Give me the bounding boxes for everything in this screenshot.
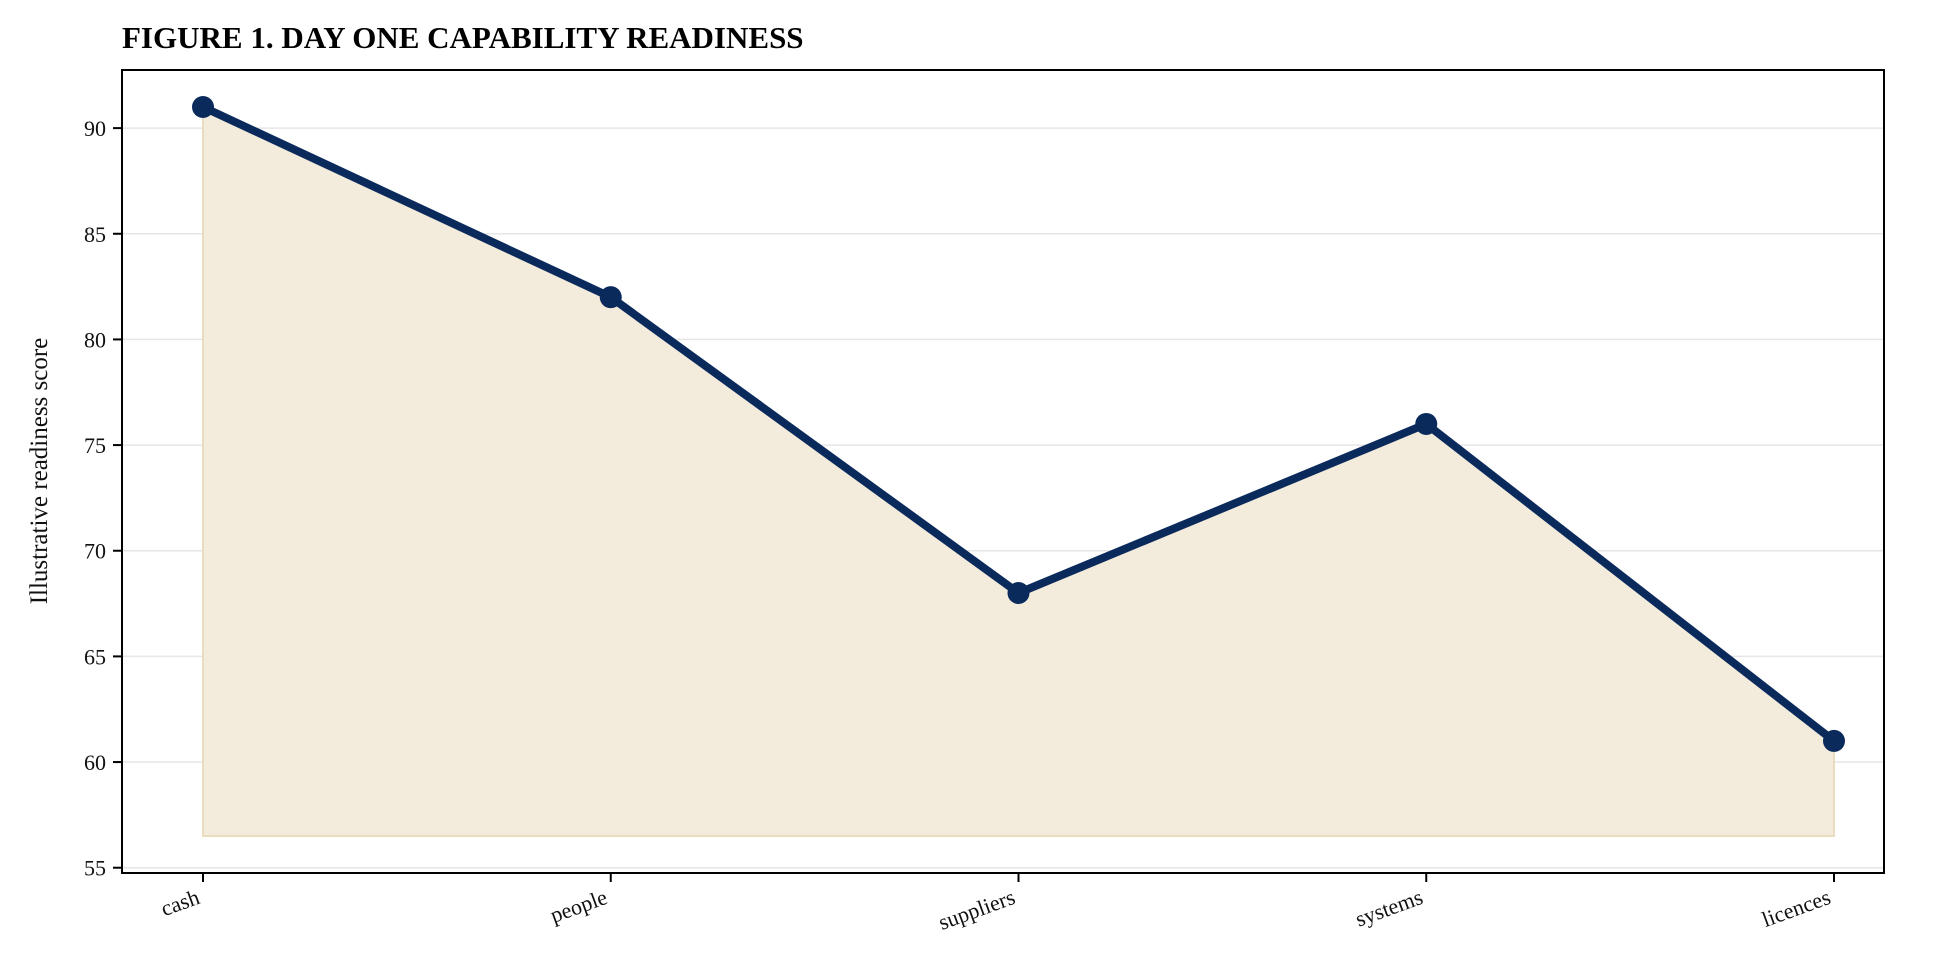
data-point-suppliers — [1007, 582, 1030, 605]
y-tick-label: 55 — [84, 856, 106, 881]
data-point-cash — [192, 95, 214, 118]
chart-title: FIGURE 1. DAY ONE CAPABILITY READINESS — [122, 20, 804, 55]
area-layer — [202, 105, 1835, 838]
y-tick-label: 85 — [84, 222, 106, 247]
data-point-people — [599, 286, 622, 309]
plot-frame — [121, 69, 1885, 874]
y-tick-label: 80 — [84, 327, 106, 352]
x-tick-label-cash: cash — [157, 884, 202, 921]
x-axis-ticks: cash people suppliers systems licences — [157, 873, 1835, 935]
y-tick-label: 75 — [84, 433, 106, 458]
marker-layer — [192, 95, 1845, 752]
y-tick-label: 65 — [84, 644, 106, 669]
area-fill — [202, 105, 1835, 838]
y-tick-label: 90 — [84, 116, 106, 141]
y-axis-label: Illustrative readiness score — [26, 338, 53, 605]
x-tick-label-suppliers: suppliers — [935, 884, 1018, 935]
data-point-systems — [1415, 412, 1438, 435]
x-tick-label-systems: systems — [1352, 884, 1426, 931]
x-tick-label-licences: licences — [1759, 884, 1834, 932]
data-point-licences — [1823, 729, 1845, 752]
y-tick-label: 70 — [84, 539, 106, 564]
x-tick-label-people: people — [547, 884, 611, 928]
y-axis-ticks: 55 60 65 70 75 80 85 90 — [84, 116, 122, 881]
y-tick-label: 60 — [84, 750, 106, 775]
